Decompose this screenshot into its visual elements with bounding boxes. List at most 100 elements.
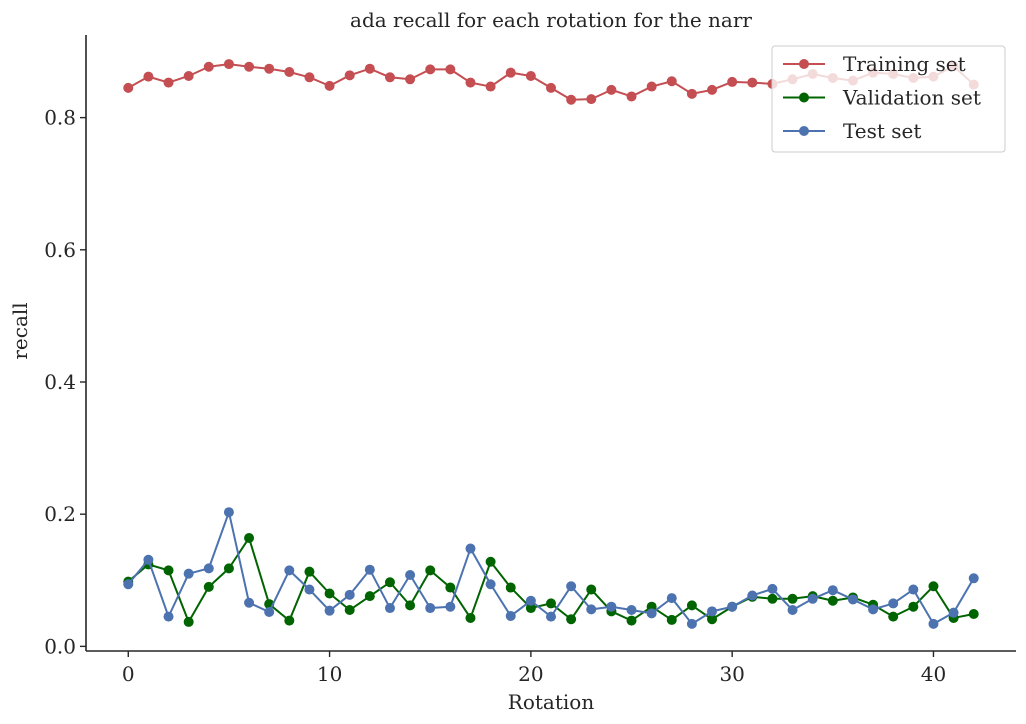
x-tick-label: 20	[518, 662, 543, 686]
data-point-test-set	[546, 611, 556, 622]
data-point-training-set	[686, 88, 697, 99]
data-point-training-set	[304, 72, 315, 83]
data-point-training-set	[465, 77, 476, 88]
data-point-test-set	[727, 601, 738, 612]
data-point-training-set	[264, 63, 275, 74]
data-point-training-set	[525, 70, 536, 81]
data-point-validation-set	[566, 614, 577, 625]
data-point-validation-set	[827, 595, 838, 606]
data-point-validation-set	[405, 600, 416, 611]
data-point-validation-set	[908, 601, 919, 612]
x-tick-label: 40	[921, 662, 946, 686]
data-point-test-set	[847, 594, 858, 605]
data-point-training-set	[364, 63, 375, 74]
data-point-training-set	[163, 77, 174, 88]
data-point-training-set	[183, 70, 194, 81]
data-point-validation-set	[546, 598, 556, 609]
data-point-test-set	[485, 579, 496, 590]
series-line-validation-set	[127, 536, 974, 623]
data-point-test-set	[384, 603, 395, 614]
x-axis-ticks: 0 10 20 30 40	[122, 651, 946, 686]
data-point-training-set	[143, 71, 154, 82]
data-point-validation-set	[485, 556, 496, 567]
data-point-test-set	[525, 595, 536, 606]
data-point-training-set	[284, 67, 295, 78]
axes	[85, 35, 1016, 652]
data-point-test-set	[908, 584, 919, 595]
data-point-validation-set	[384, 577, 395, 588]
data-point-training-set	[546, 82, 556, 93]
data-point-validation-set	[445, 582, 456, 593]
y-tick-label: 0.2	[44, 502, 76, 526]
data-point-test-set	[445, 601, 456, 612]
data-point-training-set	[244, 61, 255, 72]
data-point-test-set	[223, 507, 234, 518]
data-point-test-set	[767, 583, 778, 594]
data-point-validation-set	[284, 615, 295, 626]
data-point-test-set	[324, 605, 335, 616]
data-point-validation-set	[425, 565, 436, 576]
legend-entry-training-set: Training set	[783, 52, 966, 76]
data-point-test-set	[143, 554, 154, 565]
data-point-validation-set	[324, 588, 335, 599]
data-point-training-set	[485, 81, 496, 92]
data-point-validation-set	[525, 603, 536, 614]
data-point-training-set	[606, 84, 617, 95]
data-point-training-set	[425, 64, 436, 75]
data-point-test-set	[686, 618, 697, 629]
legend-marker-test-set	[799, 126, 809, 136]
data-point-test-set	[123, 579, 134, 590]
data-point-training-set	[445, 64, 456, 75]
data-point-training-set	[505, 67, 516, 78]
data-point-test-set	[505, 610, 516, 621]
y-tick-label: 0.0	[44, 634, 76, 658]
data-point-test-set	[203, 563, 214, 574]
data-point-training-set	[707, 84, 718, 95]
legend-entry-test-set: Test set	[783, 119, 921, 143]
data-point-validation-set	[244, 532, 255, 543]
data-point-test-set	[586, 604, 597, 615]
legend-box	[771, 45, 1006, 153]
data-point-test-set	[666, 593, 677, 604]
data-point-test-set	[244, 597, 255, 608]
data-point-training-set	[727, 76, 738, 87]
legend-label-training-set: Training set	[843, 52, 966, 76]
data-point-test-set	[787, 605, 798, 616]
x-tick-label: 30	[719, 662, 744, 686]
data-point-test-set	[707, 606, 718, 617]
data-point-training-set	[666, 76, 677, 87]
data-point-training-set	[123, 82, 134, 93]
y-tick-label: 0.4	[44, 370, 76, 394]
y-axis-ticks: 0.0 0.2 0.4 0.6 0.8	[44, 106, 86, 658]
data-point-validation-set	[304, 566, 315, 577]
y-axis-label: recall	[8, 302, 32, 359]
data-point-test-set	[566, 581, 577, 592]
data-point-validation-set	[163, 565, 174, 576]
data-point-training-set	[344, 70, 355, 81]
data-point-test-set	[948, 607, 959, 618]
data-point-validation-set	[707, 614, 718, 625]
data-point-training-set	[626, 91, 637, 102]
data-point-test-set	[827, 585, 838, 596]
data-point-validation-set	[223, 563, 234, 574]
data-point-training-set	[223, 59, 234, 70]
data-point-test-set	[304, 584, 315, 595]
legend: Training set Validation set Test set	[771, 45, 1006, 153]
data-point-training-set	[586, 94, 597, 105]
data-point-validation-set	[928, 581, 939, 592]
data-point-training-set	[203, 61, 214, 72]
data-point-validation-set	[968, 608, 979, 619]
data-point-training-set	[384, 72, 395, 83]
data-point-validation-set	[344, 605, 355, 616]
data-point-test-set	[928, 618, 939, 629]
y-tick-label: 0.8	[44, 106, 76, 130]
x-tick-label: 10	[317, 662, 342, 686]
data-point-test-set	[888, 598, 899, 609]
x-tick-label: 0	[122, 662, 135, 686]
data-point-validation-set	[586, 584, 597, 595]
data-point-training-set	[324, 80, 335, 91]
legend-marker-validation-set	[799, 92, 809, 103]
data-point-test-set	[163, 611, 174, 622]
data-point-validation-set	[787, 593, 798, 604]
